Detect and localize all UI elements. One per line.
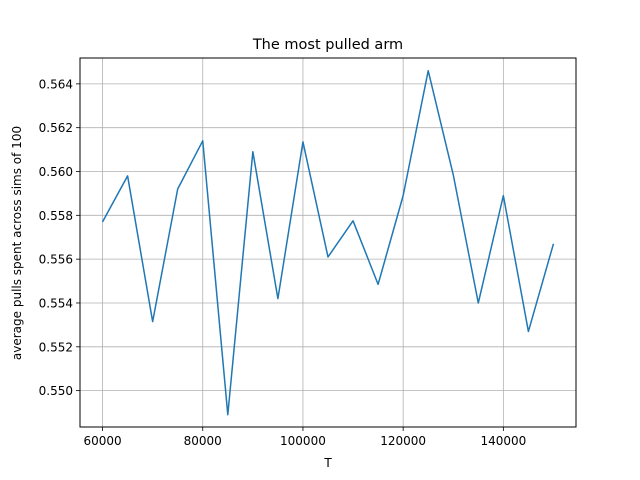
series-layer bbox=[101, 69, 555, 416]
chart-title: The most pulled arm bbox=[252, 37, 403, 53]
y-axis-ticks: 0.550 0.552 0.554 0.556 0.558 0.560 0.562 0.564 bbox=[39, 77, 80, 398]
y-axis-label: average pulls spent across sims of 100 bbox=[10, 126, 24, 360]
y-tick-label: 0.558 bbox=[39, 209, 73, 223]
y-tick-label: 0.564 bbox=[39, 77, 73, 91]
y-tick-label: 0.562 bbox=[39, 121, 73, 135]
x-axis-ticks: 60000 80000 100000 120000 140000 bbox=[83, 427, 526, 448]
y-tick-label: 0.550 bbox=[39, 384, 73, 398]
y-tick-label: 0.552 bbox=[39, 340, 73, 354]
x-tick-label: 120000 bbox=[380, 434, 426, 448]
y-tick-label: 0.556 bbox=[39, 253, 73, 267]
grid-lines bbox=[80, 58, 576, 427]
x-axis-label: T bbox=[323, 456, 332, 470]
x-tick-label: 80000 bbox=[184, 434, 222, 448]
y-tick-label: 0.554 bbox=[39, 296, 73, 310]
y-tick-label: 0.560 bbox=[39, 165, 73, 179]
x-tick-label: 100000 bbox=[280, 434, 326, 448]
x-tick-label: 140000 bbox=[480, 434, 526, 448]
x-tick-label: 60000 bbox=[83, 434, 121, 448]
plot-frame bbox=[79, 57, 577, 428]
